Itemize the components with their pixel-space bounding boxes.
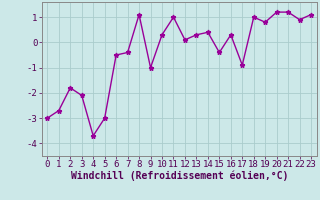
X-axis label: Windchill (Refroidissement éolien,°C): Windchill (Refroidissement éolien,°C)	[70, 171, 288, 181]
